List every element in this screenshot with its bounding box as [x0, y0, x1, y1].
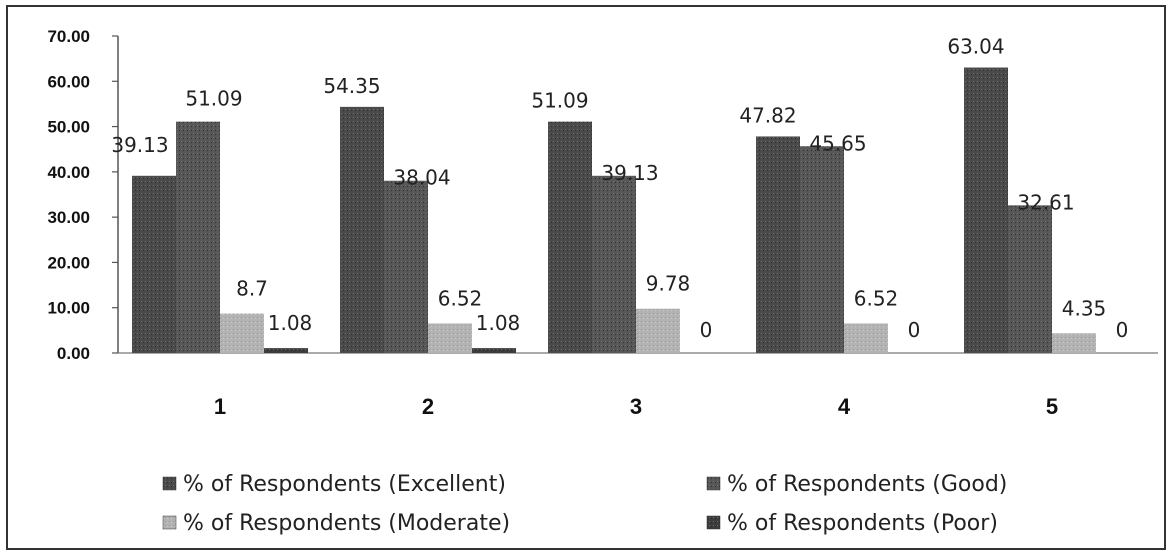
bar-2-2: [384, 180, 428, 353]
x-tick-label: 2: [422, 394, 434, 419]
legend-swatch-3: [162, 515, 177, 530]
y-tick-label: 0.00: [57, 344, 90, 363]
legend-label-1: % of Respondents (Excellent): [183, 472, 506, 497]
data-label: 39.13: [601, 161, 658, 185]
data-label: 4.35: [1062, 296, 1107, 320]
bar-2-4: [800, 146, 844, 353]
y-tick-label: 50.00: [47, 118, 90, 137]
data-label: 51.09: [185, 87, 242, 111]
bar-1-3: [548, 121, 592, 353]
data-label: 51.09: [531, 89, 588, 113]
data-label: 63.04: [947, 35, 1004, 59]
data-label: 0: [1116, 318, 1129, 342]
bar-3-2: [428, 323, 472, 353]
data-label: 54.35: [323, 74, 380, 98]
bar-3-1: [220, 313, 264, 353]
data-label: 38.04: [393, 166, 450, 190]
data-label: 47.82: [739, 103, 796, 127]
y-tick-label: 20.00: [47, 253, 90, 272]
bar-1-5: [964, 67, 1008, 353]
data-label: 6.52: [854, 286, 899, 310]
bar-1-4: [756, 136, 800, 353]
data-label: 0: [700, 318, 713, 342]
data-label: 0: [908, 318, 921, 342]
bar-3-3: [636, 308, 680, 353]
legend-label-2: % of Respondents (Good): [727, 472, 1007, 497]
legend-label-4: % of Respondents (Poor): [727, 511, 998, 536]
data-label: 1.08: [476, 311, 521, 335]
y-tick-label: 60.00: [47, 72, 90, 91]
y-tick-label: 10.00: [47, 299, 90, 318]
legend-swatch-1: [162, 476, 177, 491]
x-tick-label: 5: [1046, 394, 1058, 419]
data-label: 45.65: [809, 131, 866, 155]
bar-4-1: [264, 348, 308, 353]
bar-2-3: [592, 175, 636, 353]
y-tick-label: 40.00: [47, 163, 90, 182]
legend-label-3: % of Respondents (Moderate): [183, 511, 510, 536]
legend-swatch-2: [706, 476, 721, 491]
bar-4-2: [472, 348, 516, 353]
data-label: 8.7: [236, 277, 268, 301]
data-label: 6.52: [438, 286, 483, 310]
x-tick-label: 4: [838, 394, 851, 419]
data-label: 9.78: [646, 272, 691, 296]
legend-swatch-4: [706, 515, 721, 530]
y-tick-label: 70.00: [47, 27, 90, 46]
x-tick-label: 1: [214, 394, 226, 419]
bar-2-1: [176, 121, 220, 353]
bar-3-5: [1052, 333, 1096, 353]
y-tick-label: 30.00: [47, 208, 90, 227]
data-label: 39.13: [111, 133, 168, 157]
data-label: 1.08: [268, 311, 313, 335]
data-label: 32.61: [1017, 190, 1074, 214]
bar-3-4: [844, 323, 888, 353]
bar-2-5: [1008, 205, 1052, 353]
x-tick-label: 3: [630, 394, 642, 419]
bar-1-2: [340, 106, 384, 353]
bar-1-1: [132, 175, 176, 353]
